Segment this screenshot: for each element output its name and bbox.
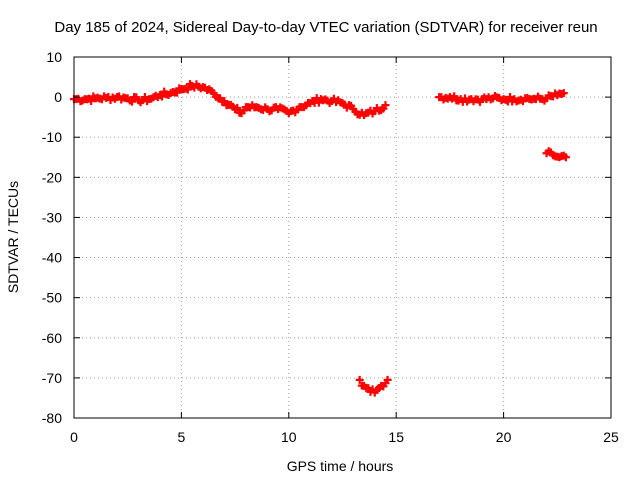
data-point (87, 97, 96, 106)
x-tick-label: 20 (496, 429, 512, 445)
data-point (450, 92, 459, 101)
x-tick-label: 0 (70, 429, 78, 445)
data-point (220, 97, 229, 106)
data-point (158, 92, 167, 101)
x-axis-label: GPS time / hours (287, 458, 394, 474)
y-tick-label: -60 (42, 330, 62, 346)
series-late-track (435, 89, 568, 106)
y-tick-label: -30 (42, 209, 62, 225)
ticks-layer: 0 5 10 15 20 25 10 0 -10 -20 -30 -40 -50 -60 -70 -80 (42, 49, 619, 445)
grid-layer (74, 57, 611, 418)
y-tick-label: -40 (42, 250, 62, 266)
data-point (183, 85, 192, 94)
data-point (173, 88, 182, 97)
data-point (355, 375, 364, 384)
y-tick-label: -50 (42, 290, 62, 306)
y-tick-label: -70 (42, 370, 62, 386)
x-tick-label: 10 (281, 429, 297, 445)
y-tick-label: -10 (42, 129, 62, 145)
data-point (233, 103, 242, 112)
points-layer (70, 80, 570, 397)
plot-frame (73, 56, 612, 419)
series-main-track (70, 80, 390, 120)
y-axis-label: SDTVAR / TECUs (5, 181, 21, 293)
series-dip-track (355, 375, 392, 397)
data-point (561, 153, 570, 162)
x-tick-label: 25 (603, 429, 619, 445)
data-point (127, 97, 136, 106)
y-tick-label: -20 (42, 169, 62, 185)
data-point (381, 101, 390, 110)
data-point (506, 92, 515, 101)
chart-title: Day 185 of 2024, Sidereal Day-to-day VTE… (54, 19, 597, 36)
data-point (140, 93, 149, 102)
data-point (383, 375, 392, 384)
x-tick-label: 5 (178, 429, 186, 445)
series-offset-track (542, 147, 570, 162)
x-tick-label: 15 (388, 429, 404, 445)
data-point (559, 89, 568, 98)
y-tick-label: -80 (42, 410, 62, 426)
y-tick-label: 10 (46, 49, 62, 65)
y-tick-label: 0 (54, 89, 62, 105)
